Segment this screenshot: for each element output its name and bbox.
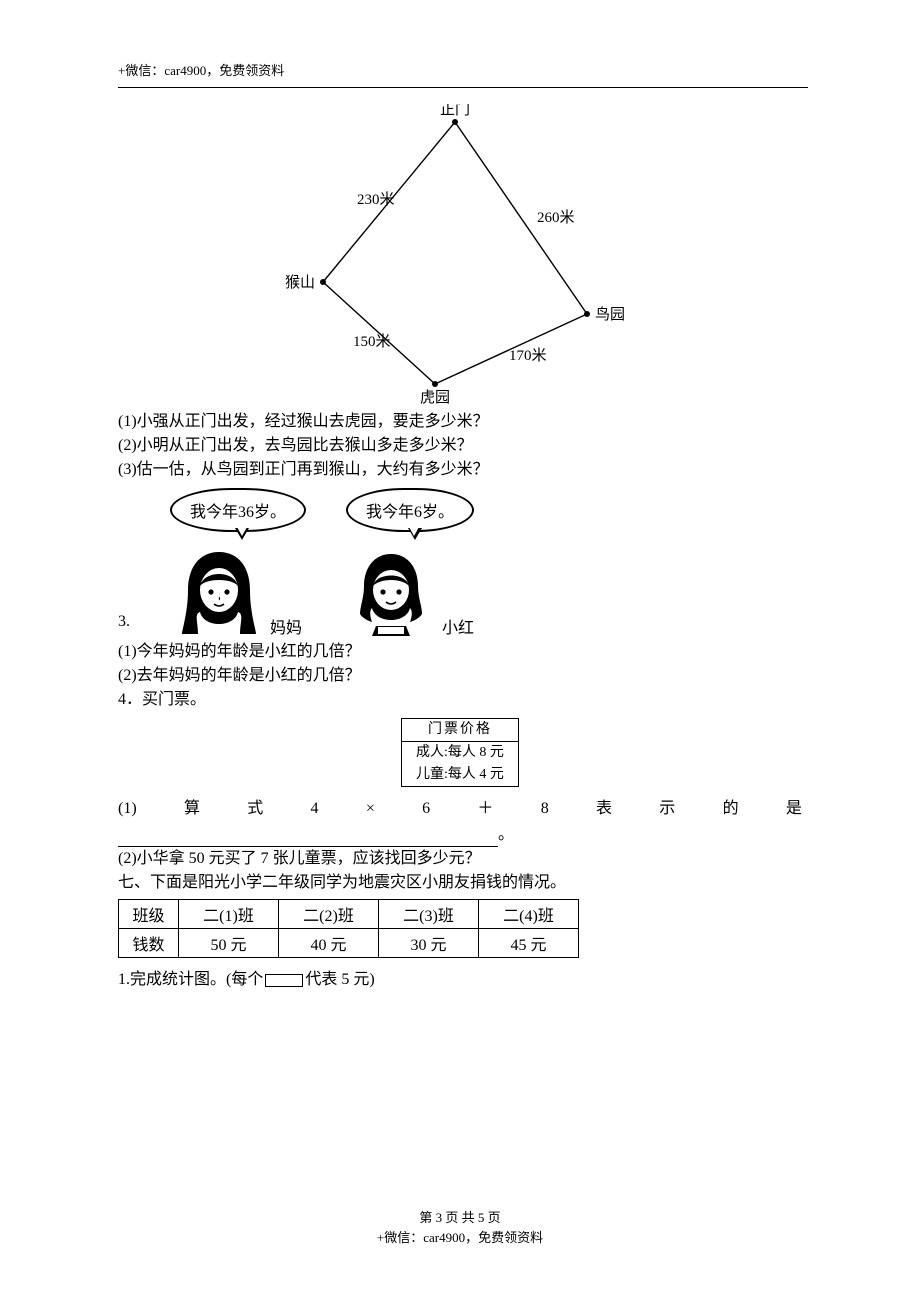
table-cell: 二(1)班 (179, 900, 279, 929)
table-cell: 45 元 (479, 929, 579, 958)
q3-people-row: 3. 我今年36岁。 妈妈 我今年6岁。 (118, 488, 802, 638)
char: ＋ (477, 795, 493, 823)
q7-sub1-post: 代表 5 元) (305, 971, 374, 988)
svg-text:虎园: 虎园 (420, 389, 450, 404)
table-cell: 40 元 (279, 929, 379, 958)
table-cell: 二(2)班 (279, 900, 379, 929)
table-cell: 二(3)班 (379, 900, 479, 929)
zoo-map-diagram: 230米 260米 150米 170米 正门猴山鸟园虎园 (118, 104, 802, 404)
char: 是 (786, 795, 802, 823)
q4-title: 4．买门票。 (118, 688, 802, 712)
svg-text:正门: 正门 (440, 104, 470, 118)
char: 8 (541, 795, 549, 823)
q4-1-line: (1) 算 式 4 × 6 ＋ 8 表 示 的 是 (118, 795, 802, 823)
q7-sub1: 1.完成统计图。(每个 代表 5 元) (118, 968, 802, 992)
header-note: +微信：car4900，免费领资料 (118, 60, 802, 79)
char: 算 (184, 795, 200, 823)
table-cell: 班级 (119, 900, 179, 929)
ticket-row-adult: 成人:每人 8 元 (402, 742, 518, 764)
q4-1-blank-line: 。 (118, 823, 802, 847)
top-rule (118, 87, 808, 88)
mom-label: 妈妈 (270, 614, 302, 638)
unit-box-icon (265, 974, 303, 987)
q7-title: 七、下面是阳光小学二年级同学为地震灾区小朋友捐钱的情况。 (118, 871, 802, 895)
donation-table: 班级二(1)班二(2)班二(3)班二(4)班钱数50 元40 元30 元45 元 (118, 899, 579, 958)
footer-note: +微信：car4900，免费领资料 (0, 1228, 920, 1248)
q2-3: (3)估一估，从鸟园到正门再到猴山，大约有多少米？ (118, 458, 802, 482)
q7-sub1-pre: 1.完成统计图。(每个 (118, 971, 263, 988)
mom-avatar (174, 542, 264, 638)
q3-number: 3. (118, 610, 130, 634)
char: 4 (311, 795, 319, 823)
svg-text:170米: 170米 (509, 347, 547, 364)
mom-block: 我今年36岁。 妈妈 (170, 488, 306, 638)
child-speech-bubble: 我今年6岁。 (346, 488, 474, 532)
char: 6 (422, 795, 430, 823)
char: 式 (247, 795, 263, 823)
svg-text:230米: 230米 (357, 191, 395, 208)
child-block: 我今年6岁。 小红 (346, 488, 474, 638)
period: 。 (498, 826, 514, 843)
mom-speech-bubble: 我今年36岁。 (170, 488, 306, 532)
q4-2: (2)小华拿 50 元买了 7 张儿童票，应该找回多少元？ (118, 847, 802, 871)
q3-2: (2)去年妈妈的年龄是小红的几倍？ (118, 664, 802, 688)
table-cell: 二(4)班 (479, 900, 579, 929)
footer-pagenum: 第 3 页 共 5 页 (0, 1208, 920, 1228)
q2-1: (1)小强从正门出发，经过猴山去虎园，要走多少米？ (118, 410, 802, 434)
ticket-header: 门票价格 (402, 719, 518, 742)
char: 的 (723, 795, 739, 823)
char: 示 (659, 795, 675, 823)
char: × (366, 795, 375, 823)
child-avatar (346, 542, 436, 638)
ticket-row-child: 儿童:每人 4 元 (402, 764, 518, 786)
svg-text:猴山: 猴山 (285, 274, 315, 291)
table-cell: 30 元 (379, 929, 479, 958)
table-cell: 50 元 (179, 929, 279, 958)
svg-text:150米: 150米 (353, 333, 391, 350)
page-footer: 第 3 页 共 5 页 +微信：car4900，免费领资料 (0, 1208, 920, 1248)
char: (1) (118, 795, 137, 823)
table-cell: 钱数 (119, 929, 179, 958)
child-label: 小红 (442, 614, 474, 638)
fill-blank (118, 829, 498, 847)
char: 表 (596, 795, 612, 823)
ticket-price-box: 门票价格 成人:每人 8 元 儿童:每人 4 元 (401, 718, 519, 787)
zoo-map-svg: 230米 260米 150米 170米 正门猴山鸟园虎园 (275, 104, 645, 404)
svg-text:鸟园: 鸟园 (595, 306, 625, 323)
svg-text:260米: 260米 (537, 209, 575, 226)
q3-1: (1)今年妈妈的年龄是小红的几倍？ (118, 640, 802, 664)
q2-2: (2)小明从正门出发，去鸟园比去猴山多走多少米？ (118, 434, 802, 458)
